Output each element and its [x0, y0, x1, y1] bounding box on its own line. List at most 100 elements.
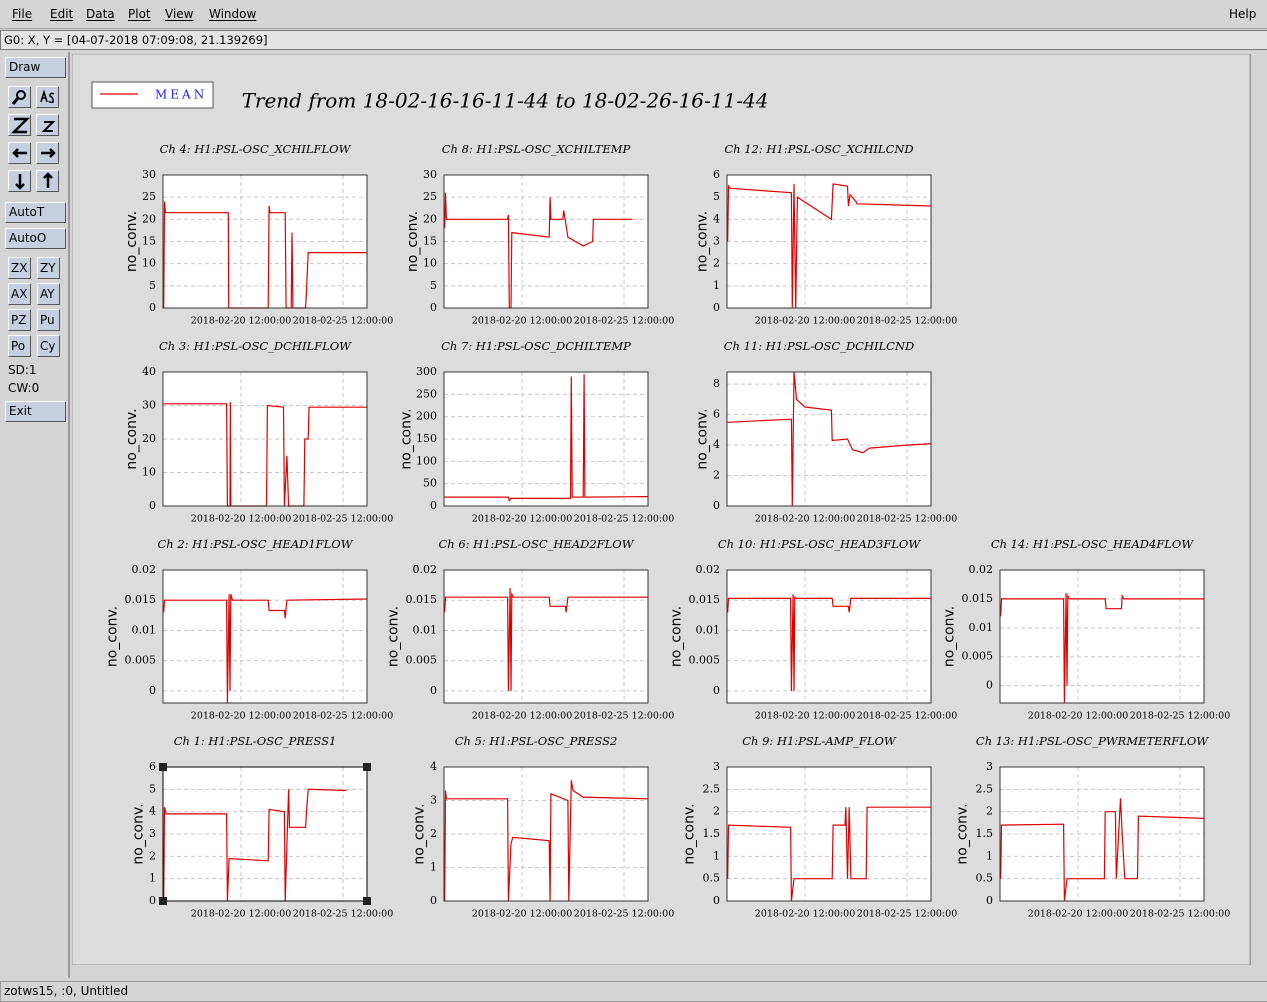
- icon-button[interactable]: [8, 114, 31, 136]
- icon-button[interactable]: [36, 170, 59, 192]
- y-tick-label: 0: [149, 499, 156, 512]
- menu-item[interactable]: View: [165, 7, 194, 21]
- button[interactable]: PZ: [8, 309, 31, 331]
- data-line: [163, 788, 347, 902]
- y-tick-label: 1.5: [976, 827, 994, 840]
- y-tick-label: 50: [423, 477, 437, 490]
- y-tick-label: 300: [416, 365, 437, 378]
- menu-item[interactable]: Data: [86, 7, 115, 21]
- data-line: [444, 780, 648, 902]
- icon: [43, 172, 53, 188]
- plot-title: Ch 12: H1:PSL-OSC_XCHILCND: [724, 142, 913, 156]
- y-axis-label: no_conv.: [124, 211, 140, 272]
- button[interactable]: ZX: [8, 257, 31, 279]
- button[interactable]: AX: [8, 283, 31, 305]
- x-tick-label: 2018-02-20 12:00:00: [191, 711, 291, 722]
- y-tick-label: 0: [149, 684, 156, 697]
- x-tick-label: 2018-02-25 12:00:00: [574, 711, 674, 722]
- icon-button[interactable]: [36, 86, 59, 108]
- plot-title: Ch 14: H1:PSL-OSC_HEAD4FLOW: [991, 537, 1195, 551]
- x-tick-label: 2018-02-25 12:00:00: [293, 514, 393, 525]
- panel-title: Trend from 18-02-16-16-11-44 to 18-02-26…: [242, 89, 769, 113]
- y-tick-label: 30: [142, 399, 156, 412]
- x-tick-label: 2018-02-25 12:00:00: [1130, 711, 1230, 722]
- button[interactable]: Pu: [37, 309, 60, 331]
- menu-item[interactable]: File: [12, 7, 33, 21]
- icon-button[interactable]: [8, 86, 31, 108]
- plot-frame: [999, 766, 1205, 902]
- plot-title: Ch 9: H1:PSL-AMP_FLOW: [742, 734, 897, 748]
- menu-item[interactable]: Help: [1229, 7, 1257, 21]
- x-tick-label: 2018-02-20 12:00:00: [191, 316, 291, 327]
- y-tick-label: 0: [430, 894, 437, 907]
- button[interactable]: Po: [8, 335, 31, 357]
- plot-title: Ch 7: H1:PSL-OSC_DCHILTEMP: [441, 339, 631, 353]
- y-tick-label: 25: [142, 190, 156, 203]
- status-bar: zotws15, :0, Untitled: [0, 981, 1267, 1002]
- plot-title: Ch 11: H1:PSL-OSC_DCHILCND: [724, 339, 915, 353]
- plot-title: Ch 8: H1:PSL-OSC_XCHILTEMP: [442, 142, 631, 156]
- y-tick-label: 250: [416, 387, 437, 400]
- y-axis-label: no_conv.: [399, 408, 415, 469]
- button[interactable]: Draw: [5, 57, 66, 78]
- info-text: SD:1: [8, 363, 37, 377]
- y-tick-label: 0.015: [689, 593, 721, 606]
- plot-title: Ch 4: H1:PSL-OSC_XCHILFLOW: [160, 142, 352, 156]
- toolbar: Draw AutoT AutoO ZX ZY AX AY PZ Pu Po Cy SD:1 CW:0 Ex…: [0, 52, 70, 978]
- selection-handle[interactable]: [159, 897, 167, 905]
- legend-box: [91, 81, 214, 109]
- y-tick-label: 6: [713, 408, 720, 421]
- selection-handle[interactable]: [363, 897, 371, 905]
- y-tick-label: 0: [149, 301, 156, 314]
- menu-item[interactable]: Window: [209, 7, 257, 21]
- y-tick-label: 40: [142, 365, 156, 378]
- y-tick-label: 2.5: [703, 782, 721, 795]
- y-tick-label: 1: [430, 861, 437, 874]
- data-line: [444, 192, 633, 309]
- y-tick-label: 0: [430, 499, 437, 512]
- button[interactable]: Cy: [37, 335, 60, 357]
- menu-item[interactable]: Edit: [50, 7, 74, 21]
- y-tick-label: 2: [430, 827, 437, 840]
- x-tick-label: 2018-02-25 12:00:00: [574, 514, 674, 525]
- icon: [40, 89, 55, 104]
- y-tick-label: 3: [713, 235, 720, 248]
- y-tick-label: 100: [416, 454, 437, 467]
- y-tick-label: 150: [416, 432, 437, 445]
- y-tick-label: 0.5: [703, 872, 721, 885]
- plot-frame: [162, 569, 368, 704]
- y-tick-label: 15: [142, 235, 156, 248]
- y-tick-label: 0: [986, 894, 993, 907]
- y-tick-label: 4: [430, 760, 437, 773]
- y-tick-label: 0.5: [976, 872, 994, 885]
- y-axis-label: no_conv.: [131, 803, 147, 864]
- x-tick-label: 2018-02-20 12:00:00: [191, 909, 291, 920]
- y-tick-label: 0.01: [132, 623, 157, 636]
- icon-button[interactable]: [36, 114, 59, 136]
- plot-frame: [726, 569, 932, 704]
- button[interactable]: AutoO: [5, 228, 66, 249]
- icon-button[interactable]: [36, 142, 59, 164]
- icon-button[interactable]: [8, 170, 31, 192]
- y-tick-label: 2: [713, 469, 720, 482]
- menu-item[interactable]: Plot: [128, 7, 151, 21]
- y-tick-label: 0: [713, 301, 720, 314]
- y-tick-label: 10: [142, 257, 156, 270]
- plot-title: Ch 6: H1:PSL-OSC_HEAD2FLOW: [438, 537, 634, 551]
- y-tick-label: 3: [149, 827, 156, 840]
- selection-handle[interactable]: [159, 763, 167, 771]
- plot-frame: [443, 174, 649, 309]
- x-tick-label: 2018-02-25 12:00:00: [293, 711, 393, 722]
- plot-area: [1000, 570, 1204, 703]
- selection-handle[interactable]: [363, 763, 371, 771]
- data-line: [444, 374, 648, 502]
- button[interactable]: AutoT: [5, 202, 66, 223]
- button[interactable]: AY: [37, 283, 60, 305]
- y-tick-label: 3: [986, 760, 993, 773]
- y-tick-label: 10: [142, 466, 156, 479]
- icon-button[interactable]: [8, 142, 31, 164]
- button[interactable]: Exit: [5, 401, 66, 422]
- button[interactable]: ZY: [37, 257, 60, 279]
- plot-frame: [443, 766, 649, 902]
- y-tick-label: 0.015: [962, 592, 994, 605]
